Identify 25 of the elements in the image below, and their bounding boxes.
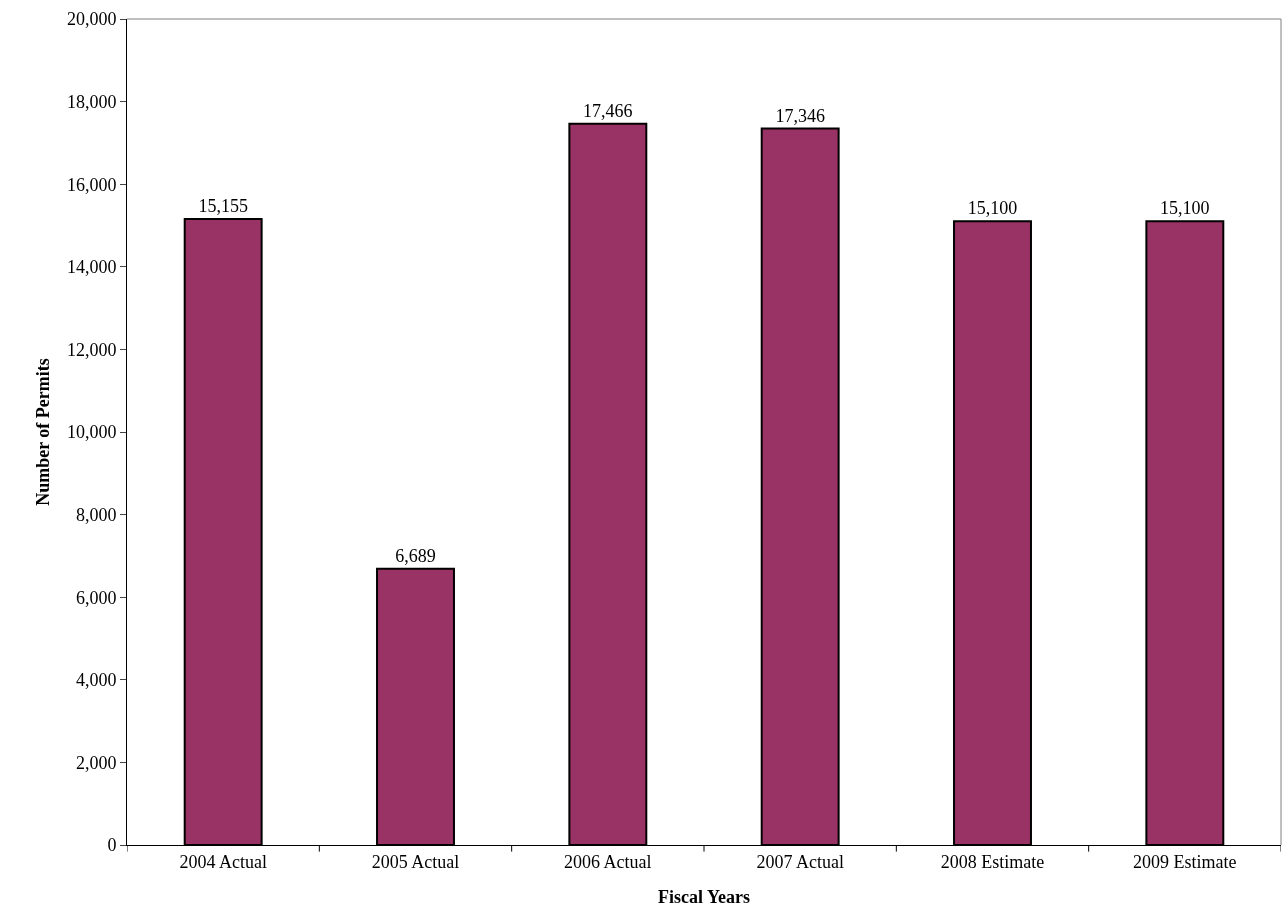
data-label: 15,155	[198, 196, 248, 217]
y-tick-label: 14,000	[66, 257, 117, 278]
y-tick-label: 6,000	[75, 587, 117, 608]
y-axis-title: Number of Permits	[33, 358, 54, 506]
x-tick-label: 2008 Estimate	[940, 851, 1045, 872]
x-tick-label: 2004 Actual	[179, 851, 267, 872]
data-label: 15,100	[1160, 198, 1210, 219]
data-label: 15,100	[967, 198, 1018, 219]
x-axis-title: Fiscal Years	[658, 887, 750, 907]
y-tick-label: 20,000	[66, 9, 117, 30]
data-label: 6,689	[395, 545, 436, 566]
y-tick-label: 16,000	[66, 174, 117, 195]
y-tick-label: 2,000	[75, 752, 117, 773]
y-tick-label: 4,000	[75, 670, 117, 691]
x-tick-label: 2006 Actual	[564, 851, 652, 872]
y-tick-label: 0	[107, 835, 117, 856]
y-tick-label: 10,000	[66, 422, 117, 443]
y-tick-label: 8,000	[75, 504, 117, 525]
x-tick-label: 2009 Estimate	[1133, 851, 1237, 872]
data-label: 17,466	[583, 100, 633, 121]
x-tick-label: 2007 Actual	[756, 851, 844, 872]
x-tick-label: 2005 Actual	[371, 851, 460, 872]
y-tick-label: 12,000	[66, 339, 117, 360]
y-tick-label: 18,000	[66, 91, 117, 112]
data-label: 17,346	[775, 105, 825, 126]
